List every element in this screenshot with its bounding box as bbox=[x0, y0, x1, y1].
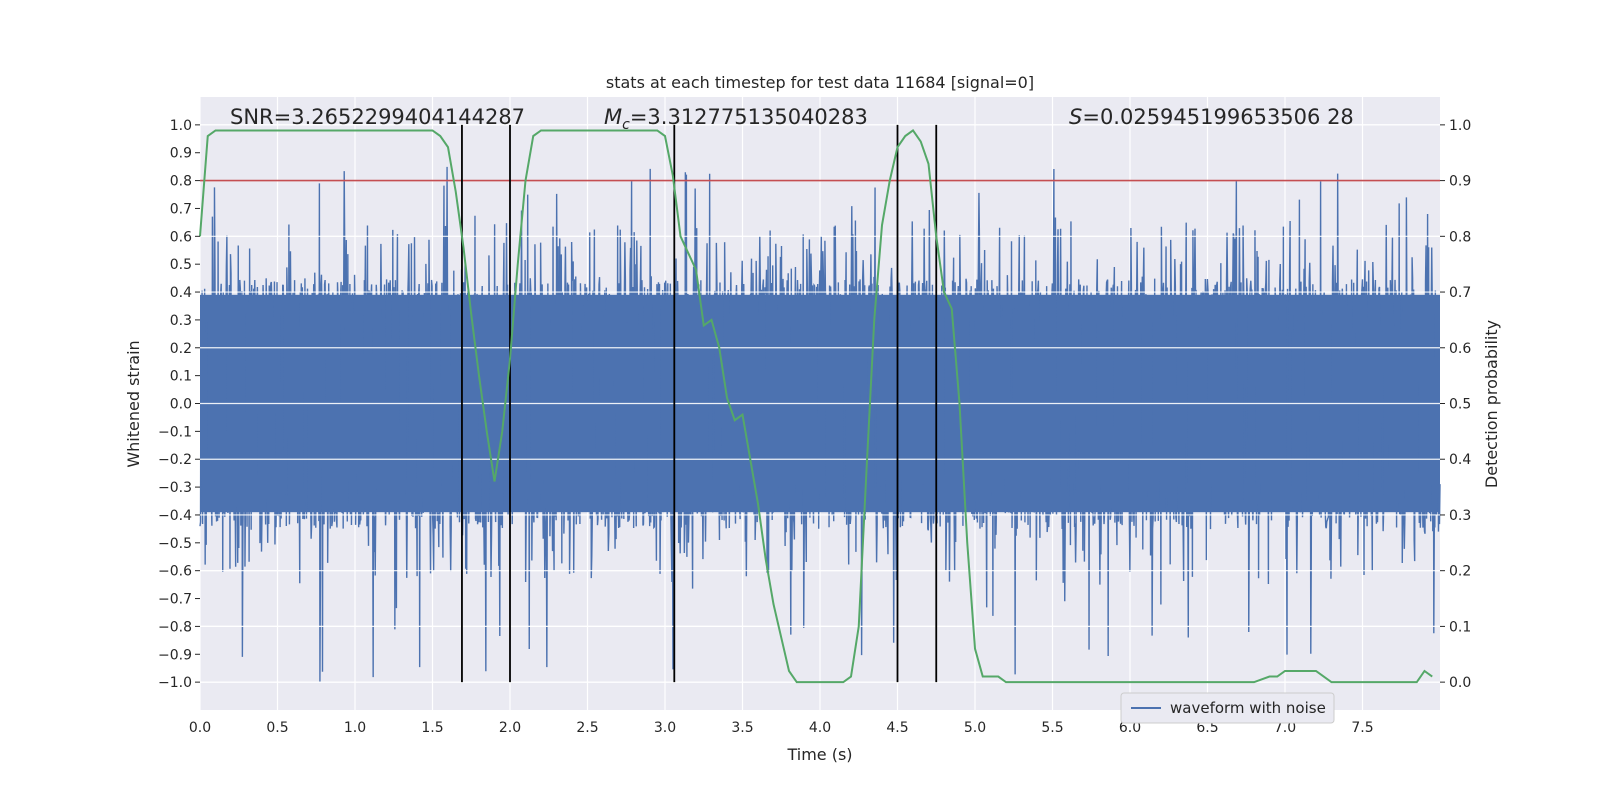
x-tick-label: 0.0 bbox=[189, 720, 211, 736]
x-tick-label: 4.0 bbox=[809, 720, 831, 736]
y-axis-title: Whitened strain bbox=[124, 340, 143, 467]
y-tick-label: −0.7 bbox=[158, 592, 192, 608]
x-tick-label: 7.0 bbox=[1274, 720, 1296, 736]
y2-tick-label: 0.1 bbox=[1449, 619, 1471, 635]
vertical-markers bbox=[461, 124, 938, 683]
y-tick-label: 0.2 bbox=[170, 341, 192, 357]
x-tick-label: 4.5 bbox=[886, 720, 908, 736]
legend: waveform with noise bbox=[1120, 692, 1335, 724]
y2-tick-label: 0.0 bbox=[1449, 675, 1471, 691]
y2-tick-label: 0.4 bbox=[1449, 452, 1471, 468]
y2-tick-label: 0.8 bbox=[1449, 229, 1471, 245]
x-tick-label: 5.0 bbox=[964, 720, 986, 736]
detection-probability-line bbox=[199, 129, 1433, 684]
y2-axis-ticks: 0.0 0.1 0.2 0.3 0.4 0.5 0.6 0.7 0.8 0.9 1.0 bbox=[1440, 118, 1471, 691]
y2-tick-label: 1.0 bbox=[1449, 118, 1471, 134]
y-tick-label: 0.6 bbox=[170, 229, 192, 245]
mc-subscript: c bbox=[622, 117, 630, 133]
y-tick-label: −0.8 bbox=[158, 619, 192, 635]
waveform-series bbox=[199, 124, 1441, 683]
y2-tick-label: 0.6 bbox=[1449, 341, 1471, 357]
mc-annotation: Mc=3.312775135040283 bbox=[604, 105, 868, 133]
x-tick-label: 6.0 bbox=[1119, 720, 1141, 736]
chart-title: stats at each timestep for test data 116… bbox=[606, 73, 1034, 92]
y2-axis-title: Detection probability bbox=[1482, 320, 1501, 488]
y-tick-label: −0.1 bbox=[158, 424, 192, 440]
s-value: =0.025945199653506 28 bbox=[1082, 105, 1353, 129]
x-tick-label: 7.5 bbox=[1351, 720, 1373, 736]
y-tick-label: 1.0 bbox=[170, 118, 192, 134]
detection-probability-series bbox=[199, 129, 1433, 684]
y-tick-label: −0.9 bbox=[158, 647, 192, 663]
y2-tick-label: 0.2 bbox=[1449, 564, 1471, 580]
x-tick-label: 5.5 bbox=[1041, 720, 1063, 736]
y2-tick-label: 0.3 bbox=[1449, 508, 1471, 524]
y-tick-label: 0.7 bbox=[170, 201, 192, 217]
waveform-line bbox=[199, 166, 1441, 682]
legend-box bbox=[1120, 692, 1335, 724]
y2-tick-label: 0.7 bbox=[1449, 285, 1471, 301]
y-tick-label: 0.9 bbox=[170, 146, 192, 162]
x-axis-ticks: 0.0 0.5 1.0 1.5 2.0 2.5 3.0 3.5 4.0 4.5 5.0 5.5 6.0 6… bbox=[189, 720, 1374, 736]
x-tick-label: 2.0 bbox=[499, 720, 521, 736]
mc-value: =3.312775135040283 bbox=[630, 105, 868, 129]
y-tick-label: −0.3 bbox=[158, 480, 192, 496]
y-tick-label: 0.1 bbox=[170, 369, 192, 385]
y-tick-label: −0.5 bbox=[158, 536, 192, 552]
y2-tick-label: 0.5 bbox=[1449, 397, 1471, 413]
y-tick-label: −0.2 bbox=[158, 452, 192, 468]
y-tick-label: 0.4 bbox=[170, 285, 192, 301]
x-tick-label: 3.0 bbox=[654, 720, 676, 736]
legend-label: waveform with noise bbox=[1170, 699, 1326, 717]
y-tick-label: −0.4 bbox=[158, 508, 192, 524]
s-symbol: S bbox=[1069, 105, 1082, 129]
x-tick-label: 0.5 bbox=[266, 720, 288, 736]
mc-symbol: M bbox=[604, 105, 622, 129]
y-tick-label: 0.5 bbox=[170, 257, 192, 273]
y-tick-label: 0.3 bbox=[170, 313, 192, 329]
x-tick-label: 1.0 bbox=[344, 720, 366, 736]
s-annotation: S=0.025945199653506 28 bbox=[1069, 105, 1354, 129]
x-tick-label: 2.5 bbox=[576, 720, 598, 736]
x-tick-label: 6.5 bbox=[1196, 720, 1218, 736]
x-tick-label: 3.5 bbox=[731, 720, 753, 736]
x-tick-label: 1.5 bbox=[421, 720, 443, 736]
y-axis-ticks: −1.0 −0.9 −0.8 −0.7 −0.6 −0.5 −0.4 −0.3 −0.2 −0.1… bbox=[158, 118, 200, 691]
y-tick-label: 0.0 bbox=[170, 397, 192, 413]
x-axis-title: Time (s) bbox=[786, 745, 852, 764]
snr-annotation: SNR=3.2652299404144287 bbox=[230, 105, 525, 129]
y2-tick-label: 0.9 bbox=[1449, 174, 1471, 190]
y-tick-label: 0.8 bbox=[170, 174, 192, 190]
y-tick-label: −1.0 bbox=[158, 675, 192, 691]
y-tick-label: −0.6 bbox=[158, 564, 192, 580]
